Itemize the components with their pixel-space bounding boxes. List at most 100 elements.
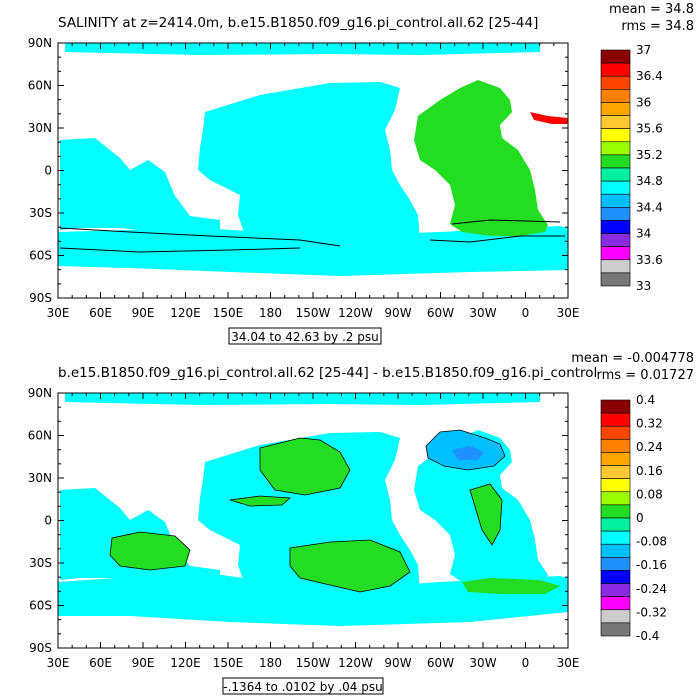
colorbar-label: 0 [636, 511, 644, 525]
y-tick-label: 90N [28, 386, 52, 400]
panel-1-axes: 30E 60E 90E 120E 150E 180 150W 120W 90W 60W 30W 0 30… [28, 36, 580, 345]
panel-1-contour-1 [59, 227, 341, 247]
colorbar-label: 36 [636, 95, 651, 109]
colorbar-cell [600, 128, 631, 143]
colorbar-cell [600, 193, 631, 208]
y-tick-label: 0 [44, 514, 52, 528]
colorbar-cell [600, 102, 631, 116]
x-tick-label: 90W [384, 656, 411, 670]
colorbar-cell [600, 478, 631, 493]
x-tick-label: 120W [338, 656, 373, 670]
colorbar-label: 0.32 [636, 417, 663, 431]
colorbar-label: -0.24 [636, 582, 667, 596]
arctic-region [65, 43, 540, 55]
x-tick-label: 60E [89, 306, 112, 320]
colorbar-label: 35.2 [636, 148, 663, 162]
panel-1-rms: rms = 34.8 [621, 19, 694, 34]
colorbar-cell [600, 609, 631, 624]
x-tick-label: 180 [259, 306, 282, 320]
panel-1-title: SALINITY at z=2414.0m, b.e15.B1850.f09_g… [58, 15, 538, 31]
colorbar-label: 0.24 [636, 440, 663, 454]
anomaly-patch-north-pacific [259, 437, 351, 496]
colorbar-cell [600, 583, 631, 597]
colorbar-cell [600, 491, 631, 506]
colorbar-cell [600, 465, 631, 479]
colorbar-label: -0.32 [636, 605, 667, 619]
y-tick-label: 30N [28, 121, 52, 135]
colorbar-label: -0.16 [636, 558, 667, 572]
y-tick-label: 60S [29, 249, 52, 263]
x-tick-label: 90E [132, 656, 155, 670]
colorbar-cell [600, 259, 631, 274]
x-tick-label: 120E [170, 656, 201, 670]
x-tick-label: 180 [259, 656, 282, 670]
panel-1-range-label: 34.04 to 42.63 by .2 psu [231, 330, 378, 344]
southern-ocean-region [58, 572, 568, 626]
panel-1-contour-4 [429, 235, 565, 243]
panel-2-map-field [58, 393, 568, 648]
colorbar-cell [600, 233, 631, 247]
colorbar-cell [600, 246, 631, 261]
panel-2-range-box [222, 677, 384, 695]
indian-ocean-region [60, 138, 220, 232]
panel-1-contour-2 [59, 247, 301, 253]
x-tick-label: 0 [522, 656, 530, 670]
colorbar-cell [600, 452, 631, 466]
colorbar-cell [600, 543, 631, 558]
x-tick-label: 60W [427, 306, 454, 320]
colorbar-label: 33.6 [636, 253, 663, 267]
y-tick-label: 60N [28, 429, 52, 443]
colorbar-label: 33 [636, 279, 651, 293]
x-tick-label: 150W [296, 656, 331, 670]
x-tick-label: 150E [213, 306, 244, 320]
panel-1-mean: mean = 34.8 [609, 2, 694, 17]
x-tick-label: 0 [522, 306, 530, 320]
panel-2-range-label: -.1364 to .0102 by .04 psu [223, 680, 382, 694]
colorbar-cell [600, 49, 631, 64]
anomaly-patch-indian [109, 531, 191, 571]
colorbar-cell [600, 154, 631, 169]
anomaly-patch-tropical-pacific [229, 495, 291, 507]
anomaly-core-north-atlantic [452, 446, 484, 460]
colorbar-label: 34.4 [636, 200, 663, 214]
colorbar-cell [600, 622, 631, 637]
colorbar-cell [600, 180, 631, 195]
colorbar-cell [600, 141, 631, 156]
colorbar-cell [600, 412, 631, 427]
mediterranean-region [530, 112, 568, 124]
panel-1: SALINITY at z=2414.0m, b.e15.B1850.f09_g… [28, 2, 694, 345]
panel-2: b.e15.B1850.f09_g16.pi_control.all.62 [2… [28, 351, 694, 695]
y-tick-label: 60N [28, 79, 52, 93]
colorbar-label: 0.16 [636, 464, 663, 478]
x-tick-label: 30E [557, 306, 580, 320]
colorbar-cell [600, 570, 631, 584]
panel-1-range-box [228, 327, 382, 345]
x-tick-label: 120E [170, 306, 201, 320]
panel-2-title: b.e15.B1850.f09_g16.pi_control.all.62 [2… [58, 365, 597, 381]
panel-1-map-field [58, 43, 568, 298]
y-tick-label: 0 [44, 164, 52, 178]
panel-2-axes: 30E 60E 90E 120E 150E 180 150W 120W 90W 60W 30W 0 30… [28, 386, 579, 695]
y-tick-label: 30N [28, 471, 52, 485]
x-tick-label: 60E [89, 656, 112, 670]
colorbar-label: 34.8 [636, 174, 663, 188]
x-tick-label: 30E [47, 306, 70, 320]
arctic-region [65, 393, 540, 405]
colorbar-cell [600, 557, 631, 571]
panel-1-contour-3 [451, 219, 561, 225]
anomaly-patch-southern [462, 578, 560, 594]
panel-2-x-ticks: 30E 60E 90E 120E 150E 180 150W 120W 90W 60W 30W 0 30… [47, 393, 579, 670]
colorbar-cell [600, 167, 631, 182]
colorbar-cell [600, 220, 631, 234]
panel-2-mean: mean = -0.004778 [571, 351, 694, 366]
colorbar-cell [600, 399, 631, 414]
colorbar-cell [600, 75, 631, 90]
panel-1-x-ticks: 30E 60E 90E 120E 150E 180 150W 120W 90W 60W 30W 0 30… [47, 43, 580, 320]
panel-1-y-ticks: 90N 60N 30N 0 30S 60S 90S [28, 36, 568, 305]
panel-1-colorbar: 37 36.4 36 35.6 35.2 34.8 34.4 34 33.6 33 [600, 43, 663, 293]
y-tick-label: 90N [28, 36, 52, 50]
colorbar-label: -0.4 [636, 629, 659, 643]
panel-2-rms: rms = 0.01727 [597, 368, 694, 383]
y-tick-label: 90S [29, 291, 52, 305]
